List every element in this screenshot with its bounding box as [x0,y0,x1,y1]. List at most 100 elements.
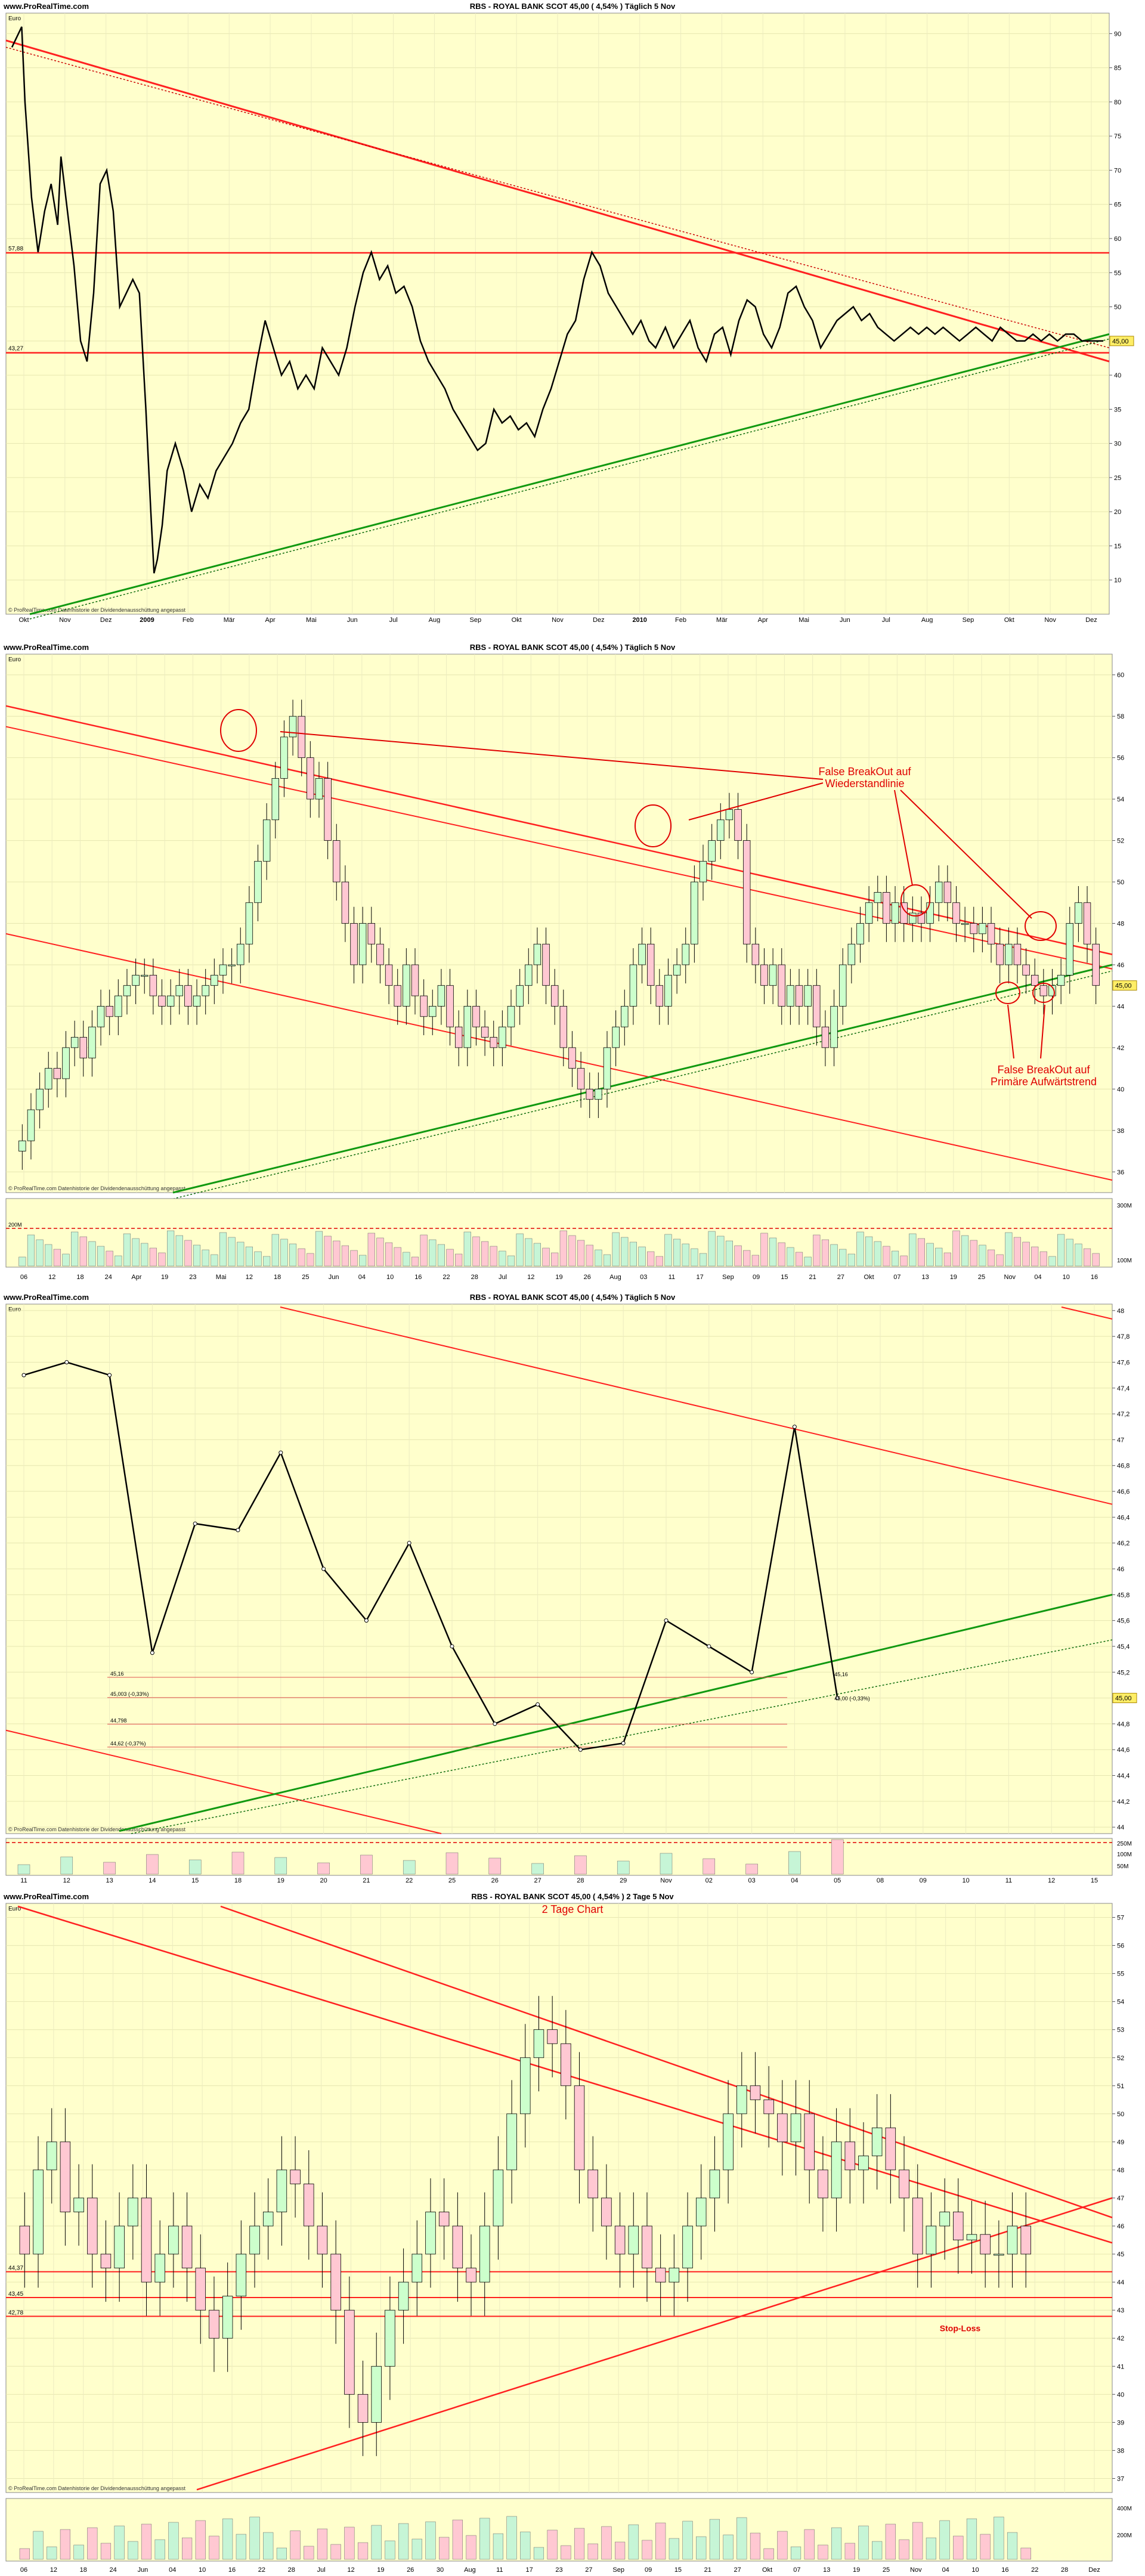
x-tick-label: Aug [609,1274,621,1281]
candle-body [60,2141,71,2212]
x-tick-label: 15 [781,1274,788,1281]
candle-body [961,923,969,925]
candle-body [669,2268,680,2283]
price-point [364,1618,369,1623]
annotation-resistance-line2: Wiederstandlinie [825,778,904,789]
y-tick-label: 38 [1117,1128,1124,1135]
candle-body [664,974,672,1007]
volume-bar [97,1246,105,1267]
y-tick-label: 20 [1114,509,1121,516]
y-tick-label: 46,6 [1117,1488,1129,1496]
x-tick-label: 16 [228,2566,236,2574]
volume-bar [743,1250,751,1267]
site-label: www.ProRealTime.com [4,1892,89,1901]
volume-bar [359,1255,367,1267]
volume-bar [88,1241,96,1267]
candle-body [717,819,725,841]
x-tick-label: Mai [306,617,317,623]
volume-bar [778,1242,785,1267]
volume-bar [488,1857,502,1875]
candle-body [472,1006,480,1027]
volume-bar [760,1233,768,1267]
candle-body [542,943,550,986]
overview-line-chart[interactable]: Euro1015202530354045505560657075808590Ok… [0,0,1145,623]
price-point [193,1521,197,1526]
volume-bar [385,1242,393,1267]
volume-bar [350,1250,358,1267]
annotation-circle [995,982,1020,1004]
stop-loss-label: Stop-Loss [940,2323,981,2333]
volume-bar [966,2518,977,2560]
volume-bar [168,2522,179,2560]
resistance-trendline-upper [1061,1306,1113,1320]
volume-bar [274,1857,287,1875]
candle-body [804,985,812,1007]
candle-body [493,2169,504,2227]
candlestick-chart[interactable]: Euro 36 38 40 42 44 46 48 50 52 54 56 58 60 06 12 18 24 Ap… [0,641,1145,1285]
x-tick-label: Nov [59,617,71,623]
y-tick-label: 56 [1117,1943,1124,1950]
volume-bar [586,1244,593,1267]
x-tick-label: 2009 [140,617,154,623]
y-tick-label: 39 [1117,2419,1124,2426]
x-tick-label: Apr [265,617,276,623]
watermark: © ProRealTime.com Datenhistorie der Divi… [8,1185,185,1191]
x-tick-label: Feb [182,617,194,623]
price-point [493,1722,497,1726]
volume-bar [437,1244,445,1267]
candle-body [638,943,646,965]
volume-bar [691,1248,698,1267]
volume-bar [587,2543,598,2560]
two-day-candlestick-chart[interactable]: Euro 37 38 39 40 41 42 43 44 45 46 47 48 49 50 51 52 53 54… [0,1890,1145,2576]
candle-body [917,912,926,924]
x-tick-label: 19 [377,2566,384,2574]
x-tick-label: 12 [48,1274,55,1281]
candle-body [425,2212,436,2255]
candle-body [376,943,384,965]
zoomed-line-chart[interactable]: Euro4444,244,444,644,84545,245,445,645,8… [0,1291,1145,1887]
y-tick-label: 70 [1114,167,1121,174]
volume-tick-label: 200M [1117,2532,1132,2539]
volume-bar [561,2545,571,2560]
volume-bar [961,1235,969,1267]
annotation-circle [220,709,257,752]
candle-body [874,892,881,903]
x-tick-label: 03 [748,1877,755,1884]
candle-body [481,1026,489,1038]
candle-body [53,1068,61,1079]
y-tick-label: 45,4 [1117,1643,1129,1651]
candle-body [787,985,794,1007]
volume-bar [664,1234,672,1267]
volume-bar [123,1233,131,1267]
x-tick-label: Jun [329,1274,339,1281]
volume-bar [154,2539,165,2560]
volume-bar [660,1853,673,1875]
candle-body [158,995,166,1007]
volume-bar [717,1236,725,1267]
volume-bar [276,2547,287,2560]
x-tick-label: 27 [837,1274,844,1281]
y-tick-label: 42 [1117,1045,1124,1052]
resistance-trendline-lower [5,726,1113,970]
volume-bar [865,1236,873,1267]
volume-bar [289,1243,297,1267]
candle-body [88,1026,96,1058]
y-tick-label: 46,4 [1117,1514,1129,1521]
last-value-label: 45,00 [1112,338,1129,345]
channel-trendline [5,1729,442,1834]
volume-bar [466,2535,476,2560]
candle-body [926,902,934,924]
y-tick-label: 44,2 [1117,1798,1129,1806]
volume-bar [439,2537,450,2560]
volume-bar [53,1249,61,1267]
volume-bar [290,2530,301,2560]
x-tick-label: 15 [191,1877,199,1884]
candle-body [709,2169,720,2199]
volume-bar [195,2520,206,2560]
volume-bar [669,2538,679,2560]
volume-tick-label: 300M [1117,1203,1132,1209]
volume-bar [821,1239,830,1267]
candle-body [254,860,262,903]
y-tick-label: 55 [1114,270,1121,277]
candle-body [994,2253,1004,2256]
